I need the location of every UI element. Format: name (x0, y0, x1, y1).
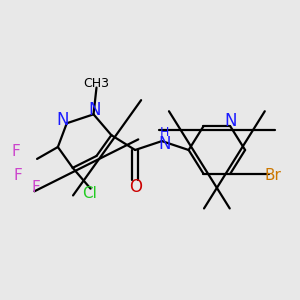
Text: H: H (160, 126, 169, 139)
Text: Br: Br (265, 168, 282, 183)
Text: F: F (14, 168, 22, 183)
Text: Cl: Cl (82, 186, 97, 201)
Text: F: F (11, 144, 20, 159)
Text: CH3: CH3 (83, 76, 110, 90)
Text: N: N (158, 135, 170, 153)
Text: O: O (129, 178, 142, 196)
Text: N: N (56, 111, 69, 129)
Text: N: N (224, 112, 236, 130)
Text: F: F (31, 180, 40, 195)
Text: N: N (89, 101, 101, 119)
